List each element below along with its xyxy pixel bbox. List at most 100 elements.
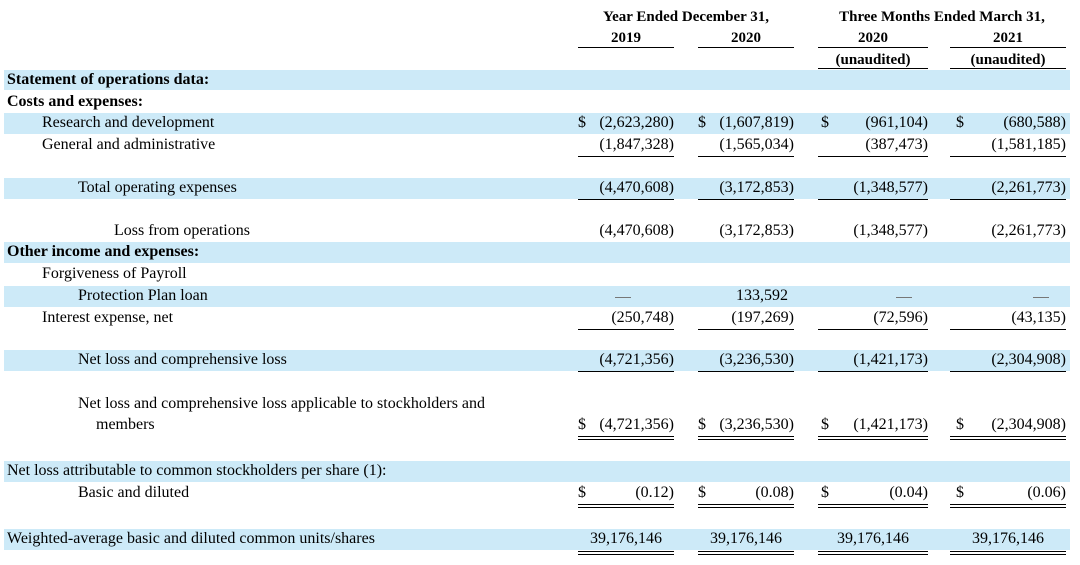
table-row: Interest expense, net (250,748) (197,269… [0,308,1080,328]
subtotal-underline [818,156,928,157]
col-header-2020: 2020 [731,30,761,46]
header-underline [818,47,928,48]
value-q2021: (2,304,908) [991,351,1066,368]
row-band [4,286,1070,307]
subtotal-underline [818,329,928,330]
value-2020: (1,565,034) [719,136,794,153]
currency-symbol: $ [956,416,964,433]
subtotal-underline [578,371,674,372]
total-underline [698,551,794,552]
value-2019: 39,176,146 [590,530,662,547]
currency-symbol: $ [698,484,706,501]
table-row: Net loss and comprehensive loss applicab… [0,394,1080,414]
currency-symbol: $ [578,416,586,433]
row-band [4,529,1070,550]
value-q2020: 39,176,146 [837,530,909,547]
value-2020: (3,172,853) [719,179,794,196]
table-row: Weighted-average basic and diluted commo… [0,529,1080,549]
row-band [4,242,1070,263]
row-label: General and administrative [42,136,216,153]
currency-symbol: $ [578,484,586,501]
subtotal-underline [698,199,794,200]
total-underline [818,507,928,508]
row-band [4,461,1070,482]
header-underline [818,68,928,69]
value-2020: (3,172,853) [719,222,794,239]
section-heading: Other income and expenses: [7,243,200,260]
currency-symbol: $ [821,484,829,501]
row-band [4,350,1070,371]
nil-dash [615,297,631,298]
row-label: Net loss attributable to common stockhol… [7,462,387,479]
value-q2021: 39,176,146 [972,530,1044,547]
section-heading: Costs and expenses: [7,93,144,110]
row-label: Forgiveness of Payroll [42,265,187,282]
subtotal-underline [578,156,674,157]
subtotal-underline [818,371,928,372]
unaudited-label: (unaudited) [970,52,1046,68]
total-underline [950,436,1066,437]
row-band [4,70,1070,90]
value-q2021: (43,135) [1011,309,1066,326]
value-q2021: (0.06) [1027,484,1066,501]
section-heading-row: Costs and expenses: [0,92,1080,112]
value-q2020: (1,421,173) [853,416,928,433]
value-2019: (0.12) [635,484,674,501]
section-heading-row: Other income and expenses: [0,242,1080,262]
header-underline [578,47,674,48]
row-label: Net loss and comprehensive loss applicab… [78,395,486,412]
value-q2021: (680,588) [1003,114,1066,131]
row-label: Weighted-average basic and diluted commo… [7,530,375,547]
row-label: Basic and diluted [78,484,190,501]
total-underline [698,439,794,440]
total-underline [578,504,674,505]
total-underline [698,504,794,505]
subtotal-underline [950,371,1066,372]
total-underline [578,507,674,508]
header-underline [950,68,1066,69]
value-q2021: (2,304,908) [991,416,1066,433]
total-underline [578,551,674,552]
quarter-group-header: Three Months Ended March 31, [839,9,1045,25]
subtotal-underline [950,156,1066,157]
table-row: Basic and diluted $ (0.12) $ (0.08) $ (0… [0,483,1080,503]
value-2019: (4,721,356) [599,351,674,368]
value-2019: (4,721,356) [599,416,674,433]
currency-symbol: $ [821,416,829,433]
header-underline [698,47,794,48]
table-row: Net loss attributable to common stockhol… [0,461,1080,481]
value-2020: (3,236,530) [719,416,794,433]
currency-symbol: $ [698,114,706,131]
subtotal-underline [818,199,928,200]
total-underline [818,551,928,552]
value-2019: (250,748) [611,309,674,326]
total-underline [818,436,928,437]
total-underline [578,439,674,440]
nil-dash [896,297,912,298]
value-2019: (2,623,280) [599,114,674,131]
table-row: Research and development $ (2,623,280) $… [0,113,1080,133]
row-label: Net loss and comprehensive loss [78,351,287,368]
table-row: General and administrative (1,847,328) (… [0,135,1080,155]
value-2019: (4,470,608) [599,222,674,239]
row-label: Research and development [42,114,215,131]
table-row: Forgiveness of Payroll [0,264,1080,284]
table-row: Protection Plan loan 133,592 [0,286,1080,306]
value-q2020: (0.04) [889,484,928,501]
table-row: Total operating expenses (4,470,608) (3,… [0,178,1080,198]
header-underline [950,47,1066,48]
subtotal-underline [698,156,794,157]
subtotal-underline [578,329,674,330]
row-band [4,113,1070,134]
total-underline [950,439,1066,440]
subtotal-underline [950,199,1066,200]
section-heading-row: Statement of operations data: [0,70,1080,90]
col-header-2019: 2019 [611,30,641,46]
currency-symbol: $ [821,114,829,131]
currency-symbol: $ [956,484,964,501]
value-q2020: (961,104) [865,114,928,131]
value-q2020: (1,348,577) [853,179,928,196]
table-row: members $ (4,721,356) $ (3,236,530) $ (1… [0,415,1080,435]
total-underline [950,504,1066,505]
